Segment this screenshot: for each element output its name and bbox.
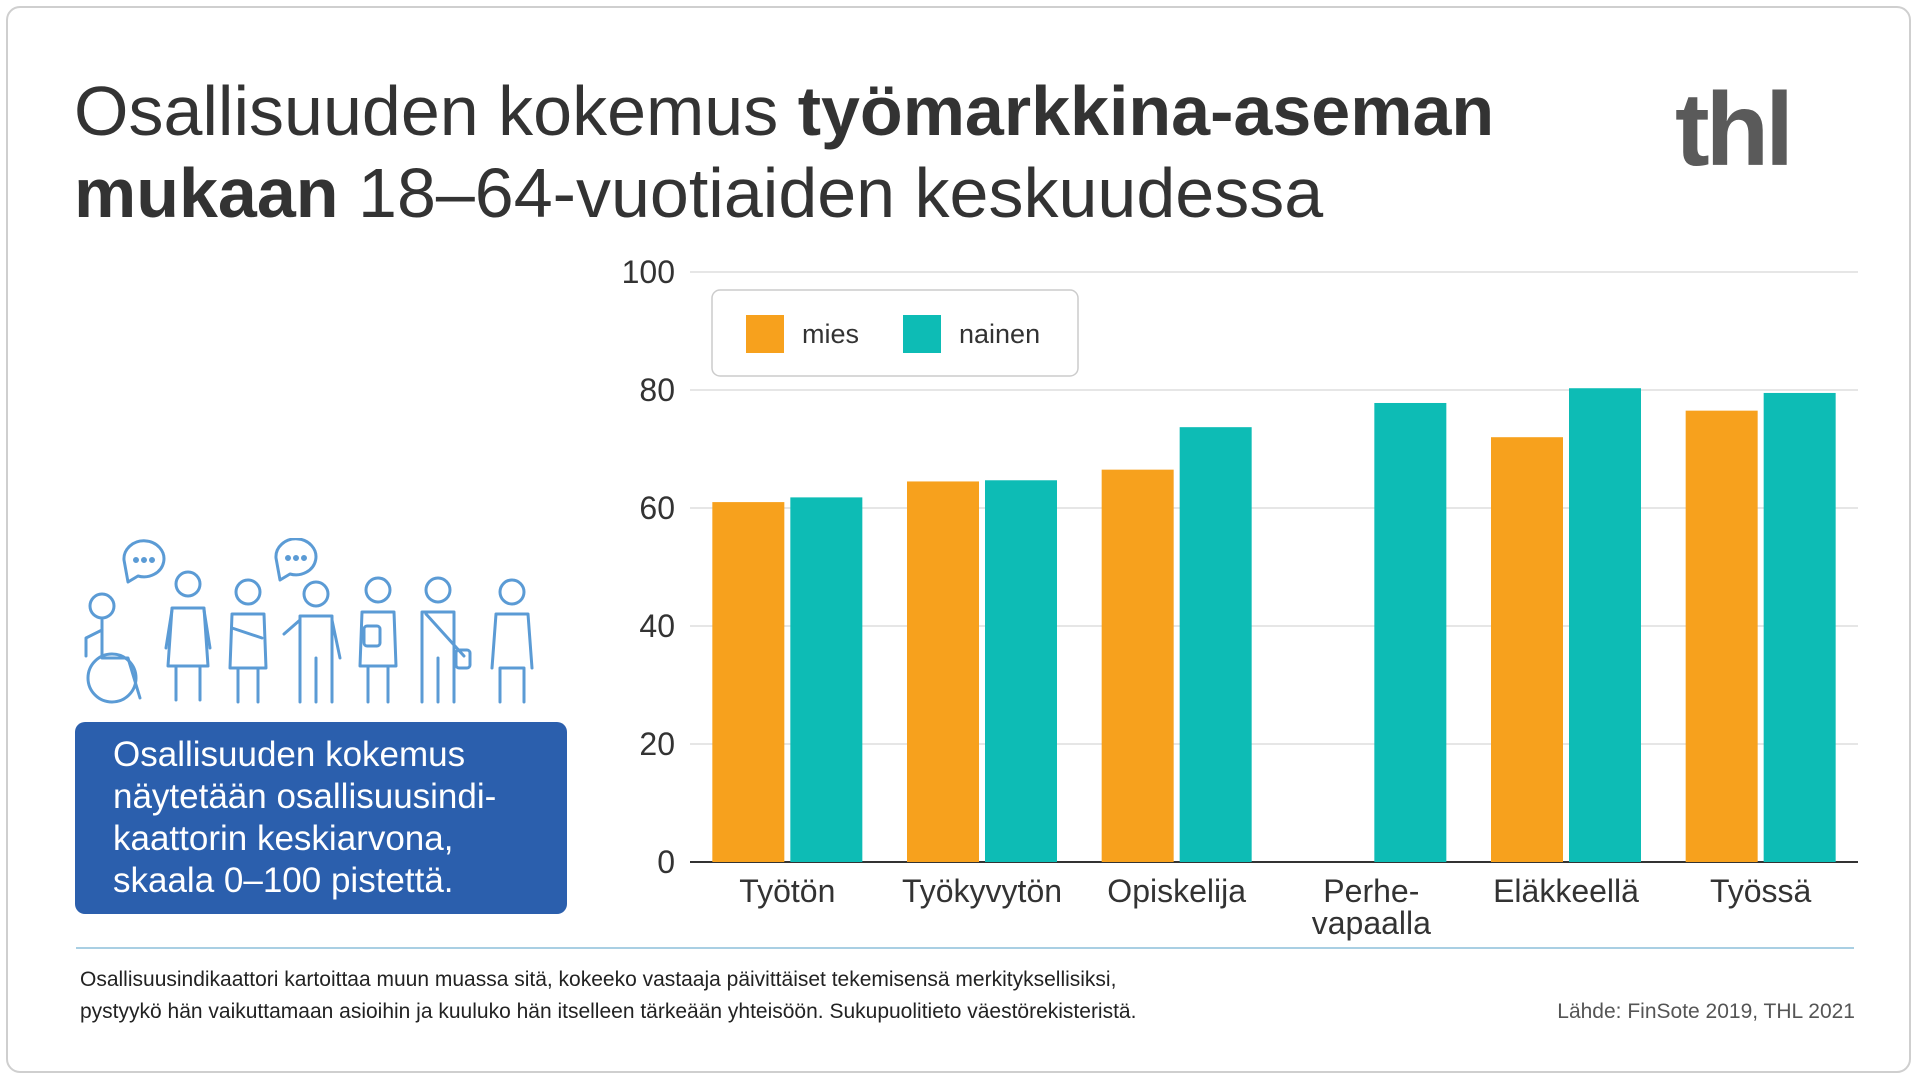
bar-mies-5	[1685, 410, 1758, 862]
bar-nainen-2	[1179, 427, 1252, 862]
bar-nainen-1	[985, 480, 1057, 862]
x-category-label: Opiskelija	[1107, 873, 1246, 909]
y-tick-label: 20	[639, 726, 675, 762]
page-title: Osallisuuden kokemus työmarkkina-aseman …	[74, 70, 1574, 234]
bar-nainen-5	[1763, 392, 1836, 862]
x-category-label: Työssä	[1710, 873, 1812, 909]
footer-note: Osallisuusindikaattori kartoittaa muun m…	[80, 964, 1380, 1028]
bar-mies-4	[1491, 437, 1563, 862]
thl-logo: thl	[1675, 72, 1794, 188]
legend-box	[711, 289, 1079, 377]
info-line: skaala 0–100 pistettä.	[113, 861, 454, 900]
speech-bubble-icon	[122, 539, 166, 584]
legend-label-nainen: nainen	[959, 319, 1040, 349]
y-tick-label: 100	[622, 254, 675, 290]
person-icon	[164, 570, 212, 702]
info-line: kaattorin keskiarvona,	[113, 819, 454, 858]
info-line: Osallisuuden kokemus	[113, 735, 466, 774]
title-part-3: 18–64-vuotiaiden keskuudessa	[338, 154, 1324, 232]
title-part-2: työmarkkina-aseman mukaan	[74, 72, 1495, 232]
x-category-label: Työkyvytön	[902, 873, 1062, 909]
footer-line: pystyykö hän vaikuttamaan asioihin ja ku…	[80, 1000, 1137, 1023]
bar-nainen-3	[1374, 402, 1447, 862]
y-tick-label: 60	[639, 490, 675, 526]
wheelchair-person-icon	[84, 592, 142, 704]
x-category-label: Työtön	[739, 873, 835, 909]
y-tick-label: 80	[639, 372, 675, 408]
person-icon	[228, 578, 268, 704]
legend-swatch-nainen	[903, 315, 941, 353]
person-icon	[358, 576, 398, 704]
bar-nainen-4	[1569, 388, 1641, 862]
crowd-icon	[84, 538, 534, 704]
x-category-label: Eläkkeellä	[1493, 873, 1639, 909]
title-part-1: Osallisuuden kokemus	[74, 72, 798, 150]
speech-bubble-icon	[274, 538, 318, 582]
legend-swatch-mies	[746, 315, 784, 353]
bar-mies-2	[1101, 469, 1174, 862]
info-line: näytetään osallisuusindi-	[113, 777, 497, 816]
bar-mies-0	[712, 502, 785, 862]
person-icon	[282, 580, 342, 704]
bar-mies-1	[907, 481, 979, 862]
y-tick-label: 40	[639, 608, 675, 644]
bar-nainen-0	[790, 497, 863, 862]
x-category-label: Perhe-	[1323, 873, 1419, 909]
footer-divider	[76, 947, 1854, 949]
legend-label-mies: mies	[802, 319, 859, 349]
y-tick-label: 0	[657, 844, 675, 880]
source-note: Lähde: FinSote 2019, THL 2021	[1557, 1000, 1855, 1023]
info-box: Osallisuuden kokemus näytetään osallisuu…	[75, 722, 567, 914]
person-icon	[420, 576, 472, 704]
person-icon	[490, 578, 534, 704]
footer-line: Osallisuusindikaattori kartoittaa muun m…	[80, 968, 1117, 991]
x-category-label: vapaalla	[1312, 905, 1431, 941]
bar-chart: 0 20 40 60 80 100 Työtön Työkyvytön Opiskelija Pe…	[622, 254, 1858, 941]
